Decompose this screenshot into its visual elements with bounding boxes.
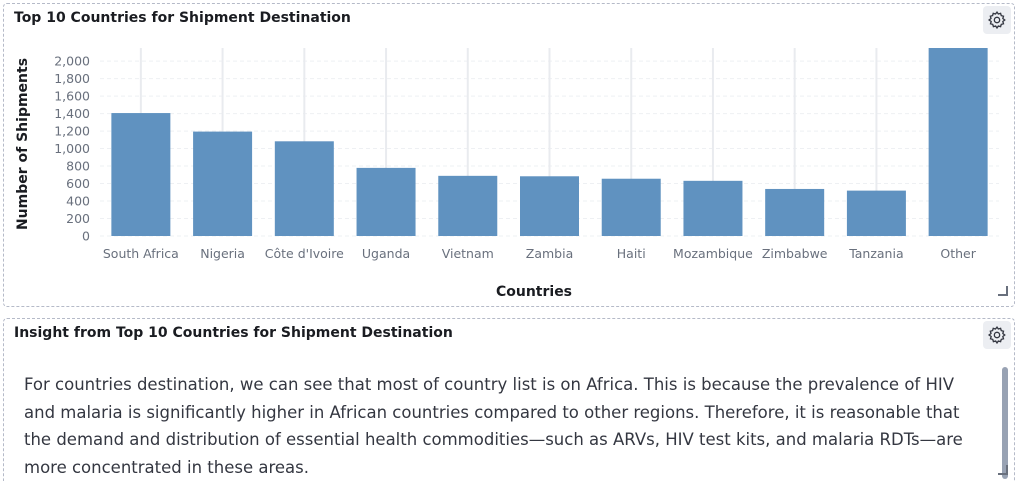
y-tick-label: 800 xyxy=(66,159,90,174)
y-tick-label: 600 xyxy=(66,176,90,191)
y-axis-title: Number of Shipments xyxy=(15,58,31,230)
y-tick-label: 400 xyxy=(66,194,90,209)
x-tick-label: Côte d'Ivoire xyxy=(265,246,344,261)
insight-text: For countries destination, we can see th… xyxy=(24,375,963,477)
y-tick-label: 1,400 xyxy=(54,106,90,121)
x-tick-label: Zimbabwe xyxy=(762,246,828,261)
insight-panel-title: Insight from Top 10 Countries for Shipme… xyxy=(14,325,453,341)
y-tick-label: 1,800 xyxy=(54,71,90,86)
x-tick-label: Haiti xyxy=(617,246,646,261)
x-tick-label: Mozambique xyxy=(673,246,753,261)
bar xyxy=(111,113,171,236)
resize-handle-icon[interactable] xyxy=(998,286,1008,296)
gear-icon xyxy=(987,325,1006,345)
gear-icon xyxy=(987,10,1006,30)
chart-panel-title: Top 10 Countries for Shipment Destinatio… xyxy=(14,10,351,26)
bar xyxy=(765,188,825,236)
x-tick-label: Vietnam xyxy=(442,246,494,261)
bar xyxy=(683,180,743,236)
scrollbar[interactable] xyxy=(1002,367,1008,479)
bar xyxy=(601,178,661,236)
insight-panel: Insight from Top 10 Countries for Shipme… xyxy=(3,318,1015,481)
bar-chart: 0 200 400 600 800 1,000 1,200 1,400 1,600 1,800 2,… xyxy=(15,48,999,300)
bar xyxy=(274,141,334,236)
resize-handle-icon[interactable] xyxy=(998,465,1008,475)
bar xyxy=(928,48,988,236)
x-tick-label: Tanzania xyxy=(848,246,903,261)
bar xyxy=(438,175,498,236)
insight-panel-options-button[interactable] xyxy=(983,321,1011,349)
bar xyxy=(193,131,253,236)
y-tick-label: 0 xyxy=(82,229,90,244)
x-tick-label: Uganda xyxy=(362,246,410,261)
y-tick-label: 200 xyxy=(66,211,90,226)
x-tick-label: South Africa xyxy=(103,246,179,261)
bar xyxy=(356,167,416,236)
y-tick-label: 1,200 xyxy=(54,124,90,139)
bar xyxy=(520,176,579,236)
bar xyxy=(846,190,906,236)
y-tick-label: 1,000 xyxy=(54,141,90,156)
x-tick-label: Zambia xyxy=(526,246,573,261)
y-tick-label: 2,000 xyxy=(54,54,90,69)
chart-panel-options-button[interactable] xyxy=(983,6,1011,34)
x-tick-label: Nigeria xyxy=(200,246,245,261)
x-tick-label: Other xyxy=(940,246,976,261)
y-tick-label: 1,600 xyxy=(54,89,90,104)
chart-panel: Top 10 Countries for Shipment Destinatio… xyxy=(3,3,1015,307)
x-axis-title: Countries xyxy=(496,284,572,300)
